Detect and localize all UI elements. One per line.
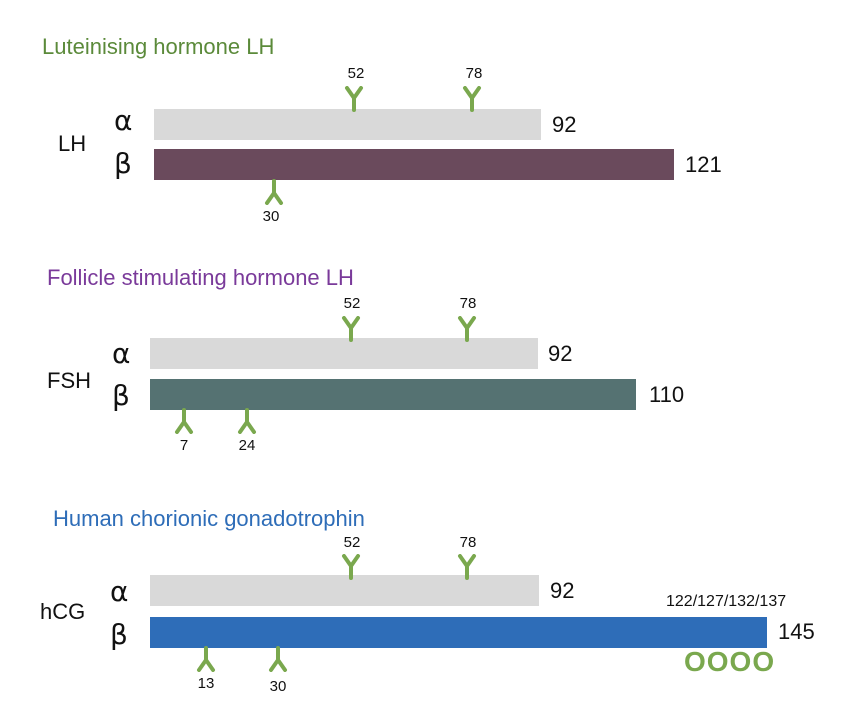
fsh-beta-site-7-label: 7 <box>179 437 189 454</box>
fsh-beta-site-24-label: 24 <box>238 437 256 454</box>
hcg-alpha-glycan-52-icon <box>342 554 360 580</box>
lh-beta-symbol: β <box>114 147 132 180</box>
hcg-beta-site-13-label: 13 <box>197 675 215 692</box>
lh-alpha-length: 92 <box>552 112 577 137</box>
lh-beta-length: 121 <box>685 152 722 177</box>
hcg-o-glycans: OOOO <box>684 646 776 677</box>
lh-alpha-bar <box>154 109 541 140</box>
fsh-alpha-glycan-78-icon <box>458 316 476 342</box>
hcg-alpha-symbol: α <box>110 575 129 608</box>
hcg-alpha-bar <box>150 575 539 606</box>
hcg-label: hCG <box>40 599 86 624</box>
fsh-label: FSH <box>47 368 91 393</box>
fsh-alpha-glycan-52-icon <box>342 316 360 342</box>
lh-title: Luteinising hormone LH <box>42 34 275 59</box>
lh-alpha-site-52-label: 52 <box>347 65 365 82</box>
hcg-beta-symbol: β <box>110 618 128 651</box>
hcg-alpha-length: 92 <box>550 578 575 603</box>
lh-beta-site-30-label: 30 <box>262 208 280 225</box>
hcg-o-sites-label: 122/127/132/137 <box>666 593 787 610</box>
lh-alpha-symbol: α <box>114 104 133 137</box>
fsh-beta-glycan-7-icon <box>175 408 193 434</box>
hcg-title: Human chorionic gonadotrophin <box>53 506 365 531</box>
fsh-beta-bar <box>150 379 636 410</box>
fsh-alpha-length: 92 <box>548 341 573 366</box>
hcg-beta-bar <box>150 617 767 648</box>
fsh-title: Follicle stimulating hormone LH <box>47 265 354 290</box>
lh-beta-glycan-30-icon <box>265 179 283 205</box>
hcg-beta-site-30-label: 30 <box>269 678 287 695</box>
hcg-alpha-glycan-78-icon <box>458 554 476 580</box>
hcg-beta-glycan-30-icon <box>269 646 287 672</box>
hcg-beta-glycan-13-icon <box>197 646 215 672</box>
fsh-beta-length: 110 <box>649 382 685 407</box>
fsh-beta-symbol: β <box>112 379 130 412</box>
hcg-alpha-site-78-label: 78 <box>459 534 477 551</box>
fsh-alpha-symbol: α <box>112 337 131 370</box>
lh-beta-bar <box>154 149 674 180</box>
hcg-alpha-site-52-label: 52 <box>343 534 361 551</box>
hcg-beta-length: 145 <box>778 619 815 644</box>
fsh-alpha-site-52-label: 52 <box>343 295 361 312</box>
lh-alpha-glycan-78-icon <box>463 86 481 112</box>
lh-alpha-glycan-52-icon <box>345 86 363 112</box>
lh-alpha-site-78-label: 78 <box>465 65 483 82</box>
fsh-beta-glycan-24-icon <box>238 408 256 434</box>
lh-label: LH <box>58 131 87 156</box>
fsh-alpha-bar <box>150 338 538 369</box>
fsh-alpha-site-78-label: 78 <box>459 295 477 312</box>
